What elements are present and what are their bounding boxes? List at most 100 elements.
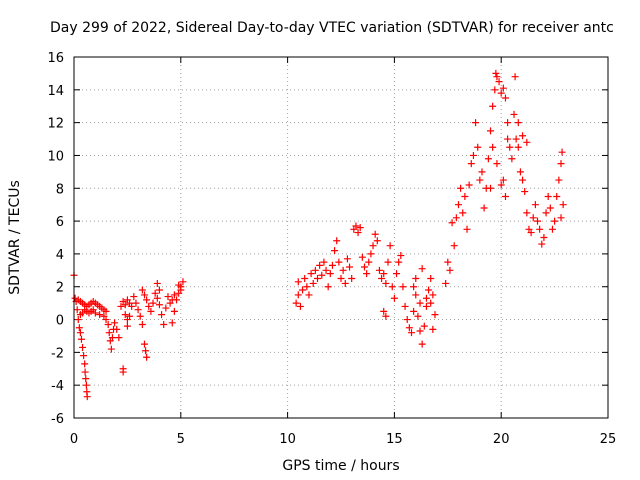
- data-point: [399, 283, 407, 291]
- data-point: [431, 311, 439, 319]
- data-point: [121, 311, 129, 319]
- x-tick-label: 0: [70, 432, 78, 447]
- data-point: [140, 291, 148, 299]
- data-point: [82, 375, 90, 383]
- data-point: [305, 291, 313, 299]
- data-point: [138, 320, 146, 328]
- data-point: [463, 225, 471, 233]
- data-point: [343, 255, 351, 263]
- data-point: [136, 312, 144, 320]
- data-point: [410, 307, 418, 315]
- data-point: [335, 258, 343, 266]
- data-point: [142, 347, 150, 355]
- data-point: [448, 219, 456, 227]
- data-point: [309, 279, 317, 287]
- data-point: [102, 316, 110, 324]
- data-point: [147, 307, 155, 315]
- data-point: [476, 176, 484, 184]
- data-point: [557, 160, 565, 168]
- data-point: [422, 294, 430, 302]
- data-point: [499, 176, 507, 184]
- data-point: [123, 322, 131, 330]
- data-point: [303, 283, 311, 291]
- x-tick-label: 5: [177, 432, 185, 447]
- data-point: [365, 258, 373, 266]
- data-point: [168, 319, 176, 327]
- plot-frame: [73, 56, 609, 419]
- data-point: [514, 119, 522, 127]
- data-point: [75, 324, 83, 332]
- x-tick-label: 25: [600, 432, 617, 447]
- data-point: [416, 327, 424, 335]
- data-point: [160, 320, 168, 328]
- data-point: [493, 160, 501, 168]
- data-point: [123, 316, 131, 324]
- data-point: [474, 143, 482, 151]
- data-point: [375, 266, 383, 274]
- data-point: [519, 176, 527, 184]
- data-point: [130, 293, 138, 301]
- data-point: [544, 192, 552, 200]
- data-point: [512, 135, 520, 143]
- data-point: [429, 291, 437, 299]
- data-point: [497, 181, 505, 189]
- data-point: [108, 334, 116, 342]
- data-point: [81, 360, 89, 368]
- data-point: [459, 209, 467, 217]
- data-point: [501, 192, 509, 200]
- y-tick-label: 10: [47, 149, 64, 164]
- x-axis-label: GPS time / hours: [282, 458, 399, 474]
- data-point: [497, 89, 505, 97]
- data-point: [360, 263, 368, 271]
- data-point: [412, 291, 420, 299]
- data-point: [495, 78, 503, 86]
- data-point: [420, 322, 428, 330]
- data-point: [102, 307, 110, 315]
- data-point: [331, 247, 339, 255]
- axis-ticks: 0 5 10 15 20 25 -6 -4 -2 0 2 4 6 8 10 12 14 16: [47, 51, 616, 447]
- data-point: [373, 237, 381, 245]
- data-point: [493, 73, 501, 81]
- data-point: [71, 294, 79, 302]
- x-tick-label: 15: [386, 432, 403, 447]
- data-point: [294, 278, 302, 286]
- data-point: [559, 201, 567, 209]
- data-point: [337, 275, 345, 283]
- data-point: [153, 279, 161, 287]
- chart-title: Day 299 of 2022, Sidereal Day-to-day VTE…: [50, 20, 614, 36]
- data-point: [523, 138, 531, 146]
- data-point: [461, 192, 469, 200]
- data-point: [531, 201, 539, 209]
- data-point: [326, 270, 334, 278]
- data-point: [478, 168, 486, 176]
- y-tick-label: 4: [56, 248, 64, 263]
- data-point: [77, 335, 85, 343]
- y-tick-label: -4: [51, 379, 64, 394]
- data-point: [113, 325, 121, 333]
- data-point: [416, 299, 424, 307]
- data-point: [427, 275, 435, 283]
- data-point: [551, 217, 559, 225]
- data-point: [444, 258, 452, 266]
- data-point: [403, 316, 411, 324]
- data-point: [452, 214, 460, 222]
- data-point: [499, 84, 507, 92]
- data-point: [354, 229, 362, 237]
- data-point: [380, 307, 388, 315]
- data-point: [380, 270, 388, 278]
- y-tick-label: 6: [56, 215, 64, 230]
- data-point: [352, 222, 360, 230]
- data-point: [140, 340, 148, 348]
- data-point: [548, 225, 556, 233]
- data-point: [292, 299, 300, 307]
- data-point: [153, 294, 161, 302]
- data-point: [386, 242, 394, 250]
- data-point: [521, 188, 529, 196]
- data-point: [301, 275, 309, 283]
- data-point: [534, 217, 542, 225]
- data-point: [177, 286, 185, 294]
- data-point: [492, 69, 500, 77]
- data-point: [83, 393, 91, 401]
- data-point: [164, 293, 172, 301]
- data-point: [162, 304, 170, 312]
